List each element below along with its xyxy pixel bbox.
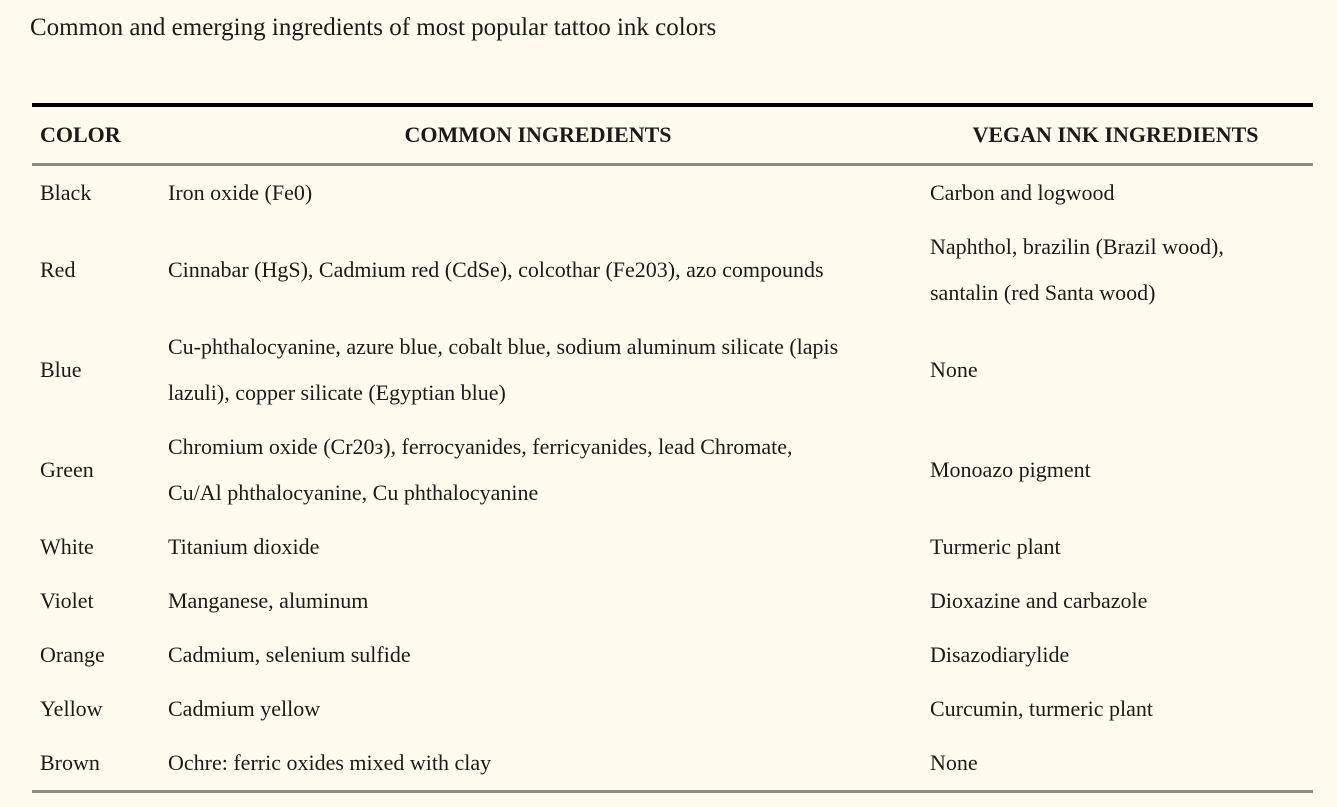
header-row: COLOR COMMON INGREDIENTS VEGAN INK INGRE…: [32, 105, 1313, 166]
table-row: Blue Cu-phthalocyanine, azure blue, coba…: [32, 320, 1313, 420]
color-cell: White: [40, 534, 94, 559]
vegan-ingredients-cell: Turmeric plant: [930, 534, 1061, 559]
vegan-ingredients-cell: Curcumin, turmeric plant: [930, 696, 1153, 721]
color-cell: Violet: [40, 588, 94, 613]
color-cell: Brown: [40, 750, 100, 775]
color-cell: Orange: [40, 642, 105, 667]
color-cell: Yellow: [40, 696, 103, 721]
vegan-ingredients-cell: Dioxazine and carbazole: [930, 588, 1148, 613]
common-ingredients-cell: Cu-phthalocyanine, azure blue, cobalt bl…: [168, 334, 839, 405]
vegan-ingredients-cell: Disazodiarylide: [930, 642, 1070, 667]
table-row: Black Iron oxide (Fe0) Carbon and logwoo…: [32, 165, 1313, 221]
vegan-ingredients-cell: Monoazo pigment: [930, 457, 1091, 482]
page-title: Common and emerging ingredients of most …: [30, 14, 717, 41]
color-cell: Green: [40, 457, 94, 482]
common-ingredients-cell: Cadmium, selenium sulfide: [168, 642, 411, 667]
table-header: COLOR COMMON INGREDIENTS VEGAN INK INGRE…: [32, 105, 1313, 166]
common-ingredients-cell: Iron oxide (Fe0): [168, 180, 313, 205]
common-ingredients-cell: Ochre: ferric oxides mixed with clay: [168, 750, 492, 775]
vegan-ingredients-cell: None: [930, 750, 978, 775]
vegan-ingredients-cell: Naphthol, brazilin (Brazil wood), santal…: [930, 234, 1224, 305]
column-header-vegan-ink-ingredients: VEGAN INK INGREDIENTS: [918, 105, 1313, 166]
common-ingredients-cell: Chromium oxide (Cr20з), ferrocyanides, f…: [168, 434, 793, 505]
common-ingredients-cell: Manganese, aluminum: [168, 588, 369, 613]
vegan-ingredients-cell: None: [930, 357, 978, 382]
color-cell: Blue: [40, 357, 82, 382]
column-header-color: COLOR: [32, 105, 158, 166]
table-body: Black Iron oxide (Fe0) Carbon and logwoo…: [32, 165, 1313, 792]
ink-ingredients-table: COLOR COMMON INGREDIENTS VEGAN INK INGRE…: [32, 103, 1313, 793]
column-header-common-ingredients: COMMON INGREDIENTS: [158, 105, 918, 166]
common-ingredients-cell: Cinnabar (HgS), Cadmium red (CdSe), colc…: [168, 257, 824, 282]
table-row: Violet Manganese, aluminum Dioxazine and…: [32, 574, 1313, 628]
table-row: Red Cinnabar (HgS), Cadmium red (CdSe), …: [32, 220, 1313, 320]
common-ingredients-cell: Titanium dioxide: [168, 534, 320, 559]
common-ingredients-cell: Cadmium yellow: [168, 696, 321, 721]
table-row: Yellow Cadmium yellow Curcumin, turmeric…: [32, 682, 1313, 736]
table-row: Brown Ochre: ferric oxides mixed with cl…: [32, 736, 1313, 792]
table-row: Orange Cadmium, selenium sulfide Disazod…: [32, 628, 1313, 682]
color-cell: Red: [40, 257, 76, 282]
table-row: White Titanium dioxide Turmeric plant: [32, 520, 1313, 574]
table-row: Green Chromium oxide (Cr20з), ferrocyani…: [32, 420, 1313, 520]
color-cell: Black: [40, 180, 92, 205]
vegan-ingredients-cell: Carbon and logwood: [930, 180, 1115, 205]
